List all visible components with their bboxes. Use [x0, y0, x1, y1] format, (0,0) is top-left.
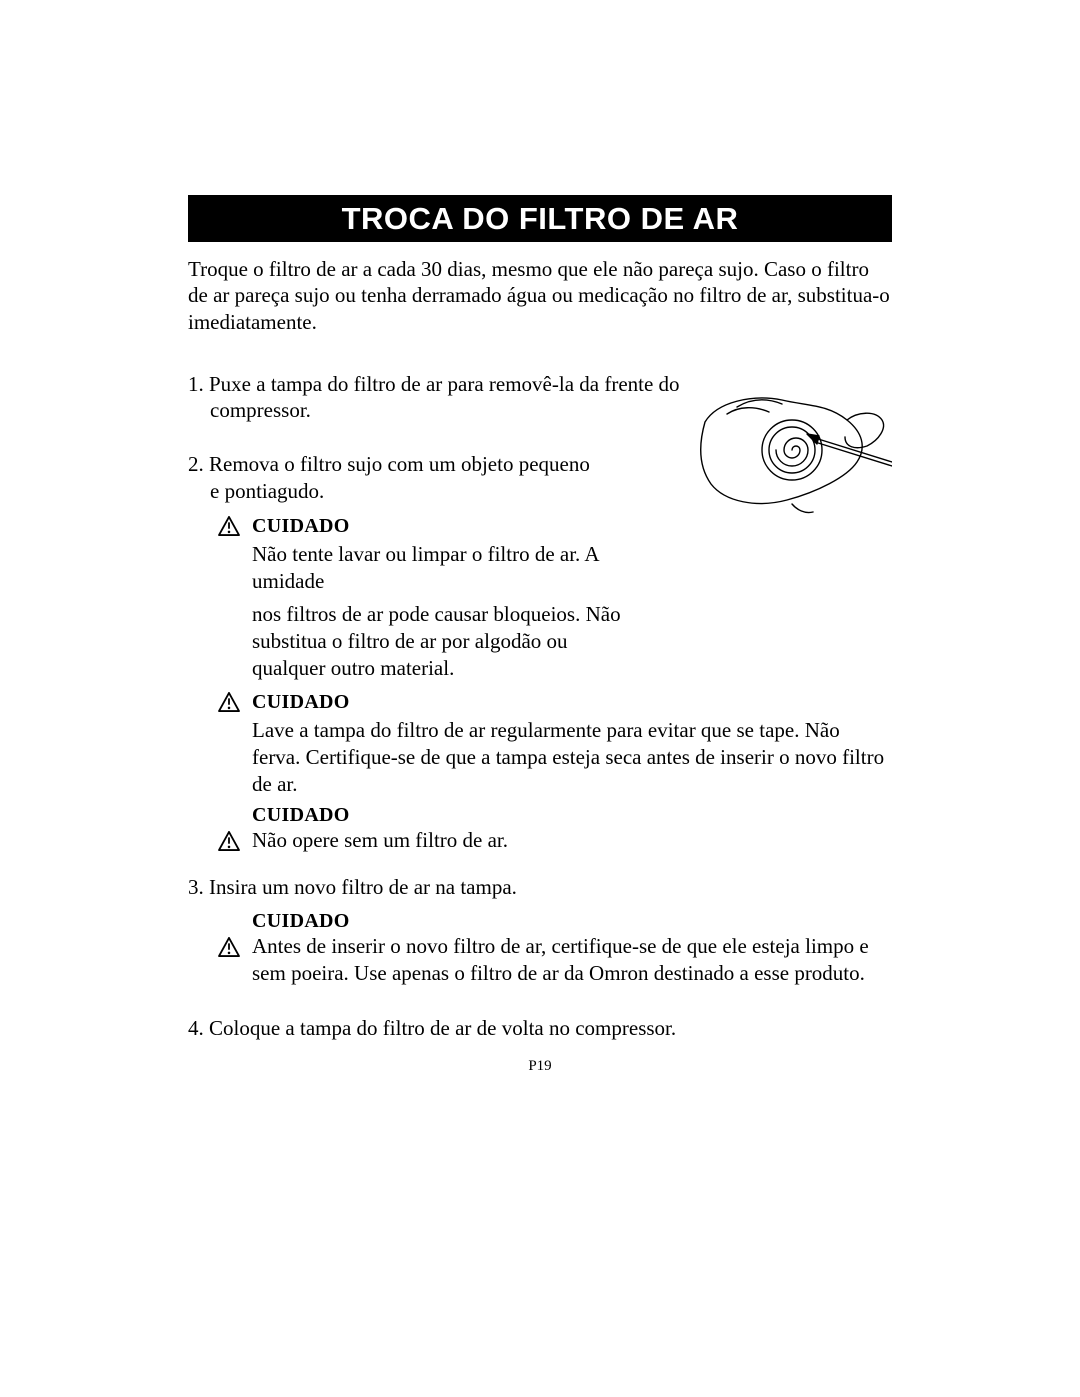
warning-icon	[218, 516, 240, 541]
caution-3-text: Não opere sem um filtro de ar.	[252, 827, 508, 854]
caution-4-label: CUIDADO	[252, 910, 892, 933]
caution-4-text: Antes de inserir o novo filtro de ar, ce…	[252, 933, 892, 987]
caution-label: CUIDADO	[252, 690, 892, 716]
step-3: 3. Insira um novo filtro de ar na tampa.	[188, 874, 892, 900]
step-2-line1: 2. Remova o filtro sujo com um objeto pe…	[188, 451, 630, 477]
caution-block-3: Não opere sem um filtro de ar.	[218, 829, 892, 856]
caution-block-2: CUIDADO Lave a tampa do filtro de ar reg…	[218, 690, 892, 798]
caution-1-text-a: Não tente lavar ou limpar o filtro de ar…	[252, 541, 672, 595]
warning-icon	[218, 937, 240, 962]
step-4: 4. Coloque a tampa do filtro de ar de vo…	[188, 1015, 892, 1041]
page-number: P19	[0, 1058, 1080, 1075]
warning-icon	[218, 692, 240, 717]
content-column: Troque o filtro de ar a cada 30 dias, me…	[188, 256, 892, 1041]
warning-icon	[218, 831, 240, 856]
caution-block-4: Antes de inserir o novo filtro de ar, ce…	[218, 935, 892, 987]
caution-1-body: CUIDADO Não tente lavar ou limpar o filt…	[252, 514, 672, 682]
caution-block-1: CUIDADO Não tente lavar ou limpar o filt…	[218, 514, 892, 682]
caution-3-label: CUIDADO	[252, 804, 892, 827]
caution-label: CUIDADO	[252, 514, 672, 540]
document-page: TROCA DO FILTRO DE AR Troque o filtro de…	[0, 0, 1080, 1397]
filter-removal-illustration	[697, 392, 892, 522]
caution-2-body: CUIDADO Lave a tampa do filtro de ar reg…	[252, 690, 892, 798]
caution-1-text-b: nos filtros de ar pode causar bloqueios.…	[252, 601, 622, 682]
caution-2-text: Lave a tampa do filtro de ar regularment…	[252, 717, 892, 798]
intro-paragraph: Troque o filtro de ar a cada 30 dias, me…	[188, 256, 892, 335]
section-title: TROCA DO FILTRO DE AR	[188, 195, 892, 242]
step-1: 1. Puxe a tampa do filtro de ar para rem…	[188, 371, 730, 424]
